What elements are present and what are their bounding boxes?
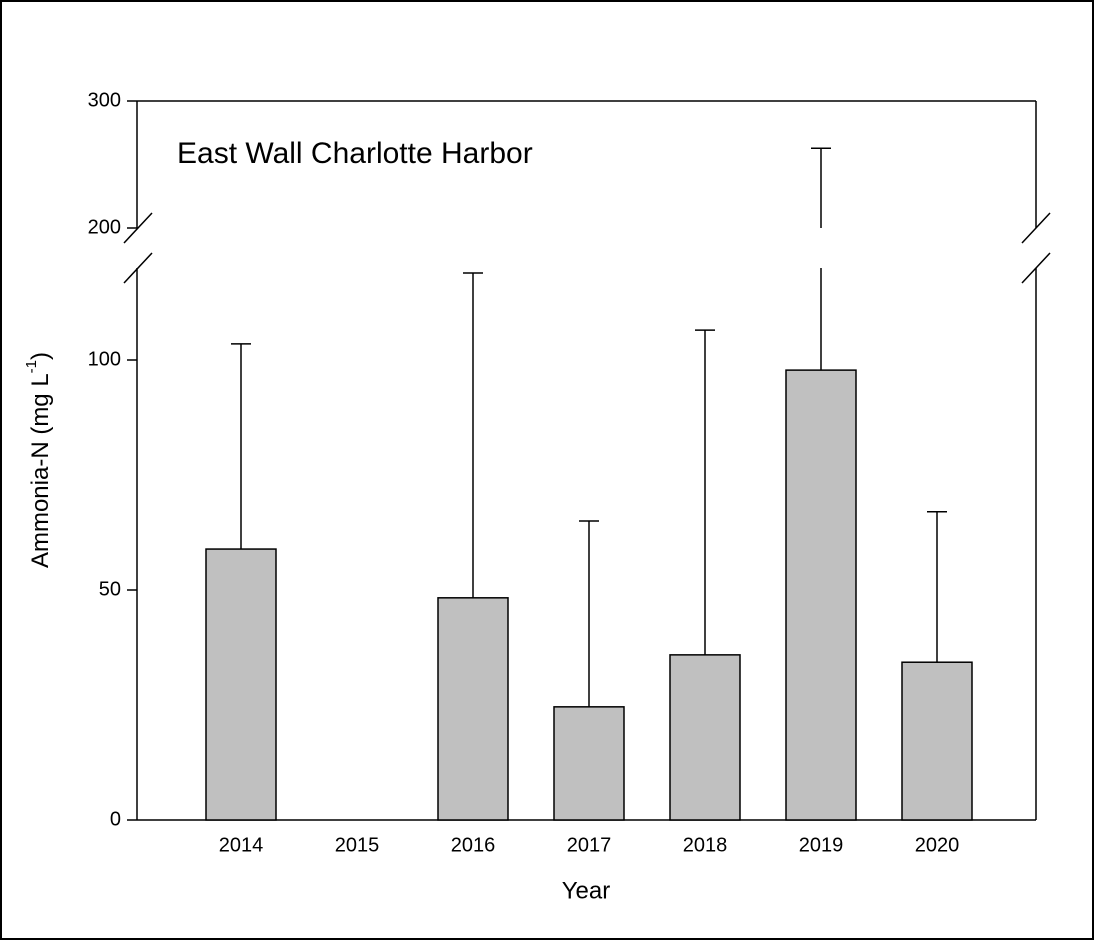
y-axis-label: Ammonia-N (mg L-1) <box>23 352 54 568</box>
bar <box>901 661 973 821</box>
y-tick-label: 300 <box>88 89 121 111</box>
x-tick-label: 2018 <box>683 834 728 856</box>
chart-title: East Wall Charlotte Harbor <box>177 137 533 170</box>
bar <box>437 597 509 821</box>
bar <box>669 654 741 821</box>
x-tick-label: 2015 <box>335 834 380 856</box>
bar <box>553 706 625 821</box>
break-mark <box>123 212 153 244</box>
x-tick-label: 2016 <box>451 834 496 856</box>
y-tick-label: 50 <box>99 578 121 600</box>
y-label-end: ) <box>27 352 54 360</box>
x-tick-label: 2014 <box>219 834 264 856</box>
y-tick-label: 200 <box>88 216 121 238</box>
break-mark <box>1021 252 1051 284</box>
x-tick-label: 2020 <box>915 834 960 856</box>
break-mark <box>1021 212 1051 244</box>
y-label-sup: -1 <box>23 360 40 373</box>
y-tick-label: 100 <box>88 348 121 370</box>
y-tick-label: 0 <box>110 808 121 830</box>
x-axis-label: Year <box>562 877 611 904</box>
x-tick-label: 2019 <box>799 834 844 856</box>
y-label-main: Ammonia-N (mg L <box>27 373 54 568</box>
bar <box>205 548 277 821</box>
break-mark <box>123 252 153 284</box>
bar <box>785 369 857 821</box>
x-tick-label: 2017 <box>567 834 612 856</box>
